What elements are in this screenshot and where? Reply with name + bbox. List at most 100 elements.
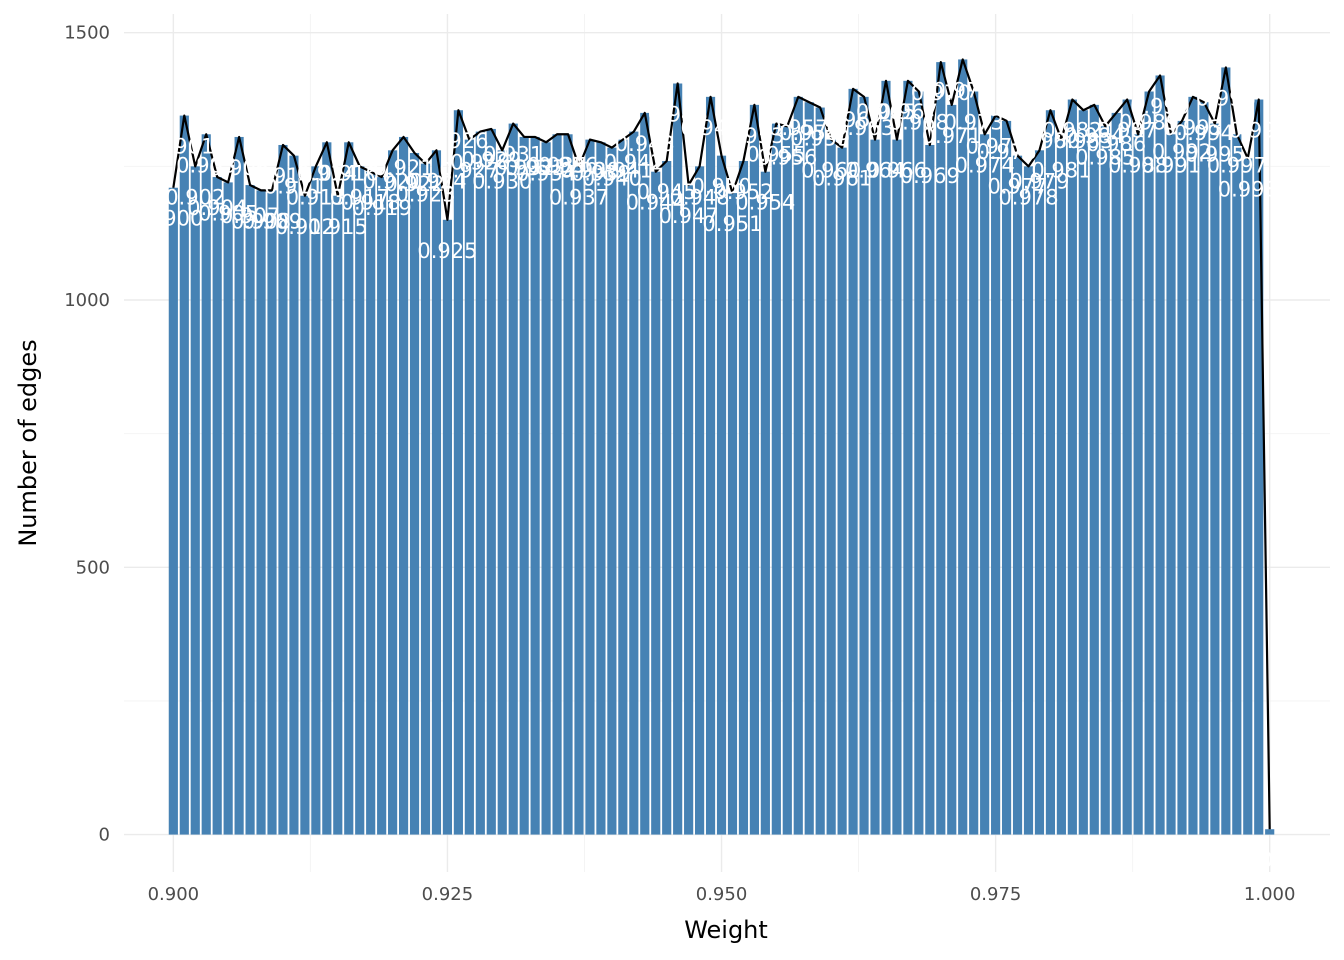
bar xyxy=(892,139,902,835)
bar-label: 0.914 xyxy=(297,161,357,185)
bar-label: 0.925 xyxy=(417,239,477,263)
bar xyxy=(1232,134,1242,835)
bar-label: 0.938 xyxy=(560,159,620,183)
bar xyxy=(1023,166,1034,835)
bar-label: 0.926 xyxy=(428,129,488,153)
bar xyxy=(398,136,409,835)
bar-label: 0.983 xyxy=(1053,129,1113,153)
bar xyxy=(859,96,869,835)
bar xyxy=(212,177,222,835)
bar xyxy=(223,182,233,835)
bar xyxy=(727,193,738,835)
bar-label: 0.919 xyxy=(352,196,412,220)
bar xyxy=(1111,112,1121,835)
bar xyxy=(1210,123,1220,835)
bar-label: 0.984 xyxy=(1064,124,1124,148)
bar-label: 0.951 xyxy=(702,212,762,236)
bar-label: 0.944 xyxy=(626,191,686,215)
bar-label: 0.910 xyxy=(253,164,313,188)
bar-label: 0.943 xyxy=(615,132,675,156)
bar xyxy=(1034,150,1045,835)
bar xyxy=(1155,75,1165,835)
bar xyxy=(311,166,321,835)
bar xyxy=(442,219,453,835)
bar-label: 0.913 xyxy=(286,185,346,209)
bar xyxy=(475,131,485,835)
bar xyxy=(1001,120,1012,835)
bar xyxy=(1265,829,1275,835)
bar xyxy=(344,142,354,835)
bar-label: 0.976 xyxy=(977,140,1037,164)
bar xyxy=(355,166,365,835)
bar xyxy=(618,139,628,835)
bar-label: 0.964 xyxy=(845,159,905,183)
bar-label: 0.942 xyxy=(604,151,664,175)
bar-label: 0.965 xyxy=(856,100,916,124)
bar xyxy=(991,115,1001,835)
bar-label: 0.968 xyxy=(889,111,949,135)
bar xyxy=(771,123,781,835)
bar xyxy=(980,134,990,835)
bar xyxy=(1188,96,1198,835)
x-axis-title: Weight xyxy=(684,916,768,944)
bar-label: 0.947 xyxy=(659,204,719,228)
bar xyxy=(695,166,705,835)
bar-label: 0.973 xyxy=(944,111,1004,135)
bar xyxy=(1056,139,1066,835)
bar xyxy=(826,139,836,835)
bar xyxy=(530,136,540,835)
bar-label: 0.922 xyxy=(384,172,444,196)
x-tick-label: 0.950 xyxy=(696,884,748,905)
bar-label: 0.936 xyxy=(538,153,598,177)
bar xyxy=(168,187,178,835)
bar xyxy=(552,134,562,835)
bar xyxy=(1221,67,1231,835)
bar xyxy=(1100,126,1110,835)
bar-label: 0.962 xyxy=(823,108,883,132)
bar xyxy=(278,144,288,835)
bar-label: 0.975 xyxy=(966,135,1026,159)
bar-label: 0.954 xyxy=(735,191,795,215)
bar-label: 0.959 xyxy=(790,127,850,151)
bar xyxy=(431,150,442,835)
bar-label: 0.982 xyxy=(1042,119,1102,143)
bar xyxy=(322,142,332,835)
bar-label: 0.908 xyxy=(231,209,291,233)
bar-label: 0.989 xyxy=(1119,111,1179,135)
bar-label: 0.916 xyxy=(319,161,379,185)
bar xyxy=(969,91,979,835)
bar xyxy=(585,139,595,835)
bar xyxy=(1067,99,1077,835)
bar xyxy=(684,185,694,835)
bar-label: 0.930 xyxy=(472,169,532,193)
bar xyxy=(782,126,792,835)
bar-label: 0.902 xyxy=(165,185,225,209)
bar xyxy=(1122,99,1132,835)
bar-label: 0.918 xyxy=(341,191,401,215)
bar-label: 0.998 xyxy=(1218,177,1278,201)
bar-label: 0.996 xyxy=(1196,86,1256,110)
bar xyxy=(289,155,299,835)
x-tick-label: 1.000 xyxy=(1244,884,1296,905)
bar xyxy=(377,177,387,835)
bar xyxy=(870,139,880,835)
bar-label: 0.961 xyxy=(812,167,872,191)
bar xyxy=(366,171,376,835)
bar xyxy=(201,134,211,835)
bar-label: 0.931 xyxy=(483,143,543,167)
bar-label: 0.978 xyxy=(998,185,1058,209)
bar xyxy=(793,96,803,835)
bar-label: 0.904 xyxy=(187,196,247,220)
y-tick-label: 0 xyxy=(99,825,110,846)
bar-label: 0.979 xyxy=(1009,169,1069,193)
bar xyxy=(519,136,529,835)
bar xyxy=(640,112,650,835)
bar xyxy=(508,123,518,835)
bar xyxy=(1089,104,1099,835)
bar-label: 0.994 xyxy=(1174,121,1234,145)
bar-label: 0.966 xyxy=(867,159,927,183)
bar-label: 0.906 xyxy=(209,156,269,180)
bar-label: 0.900 xyxy=(143,207,203,231)
bar xyxy=(848,88,858,835)
